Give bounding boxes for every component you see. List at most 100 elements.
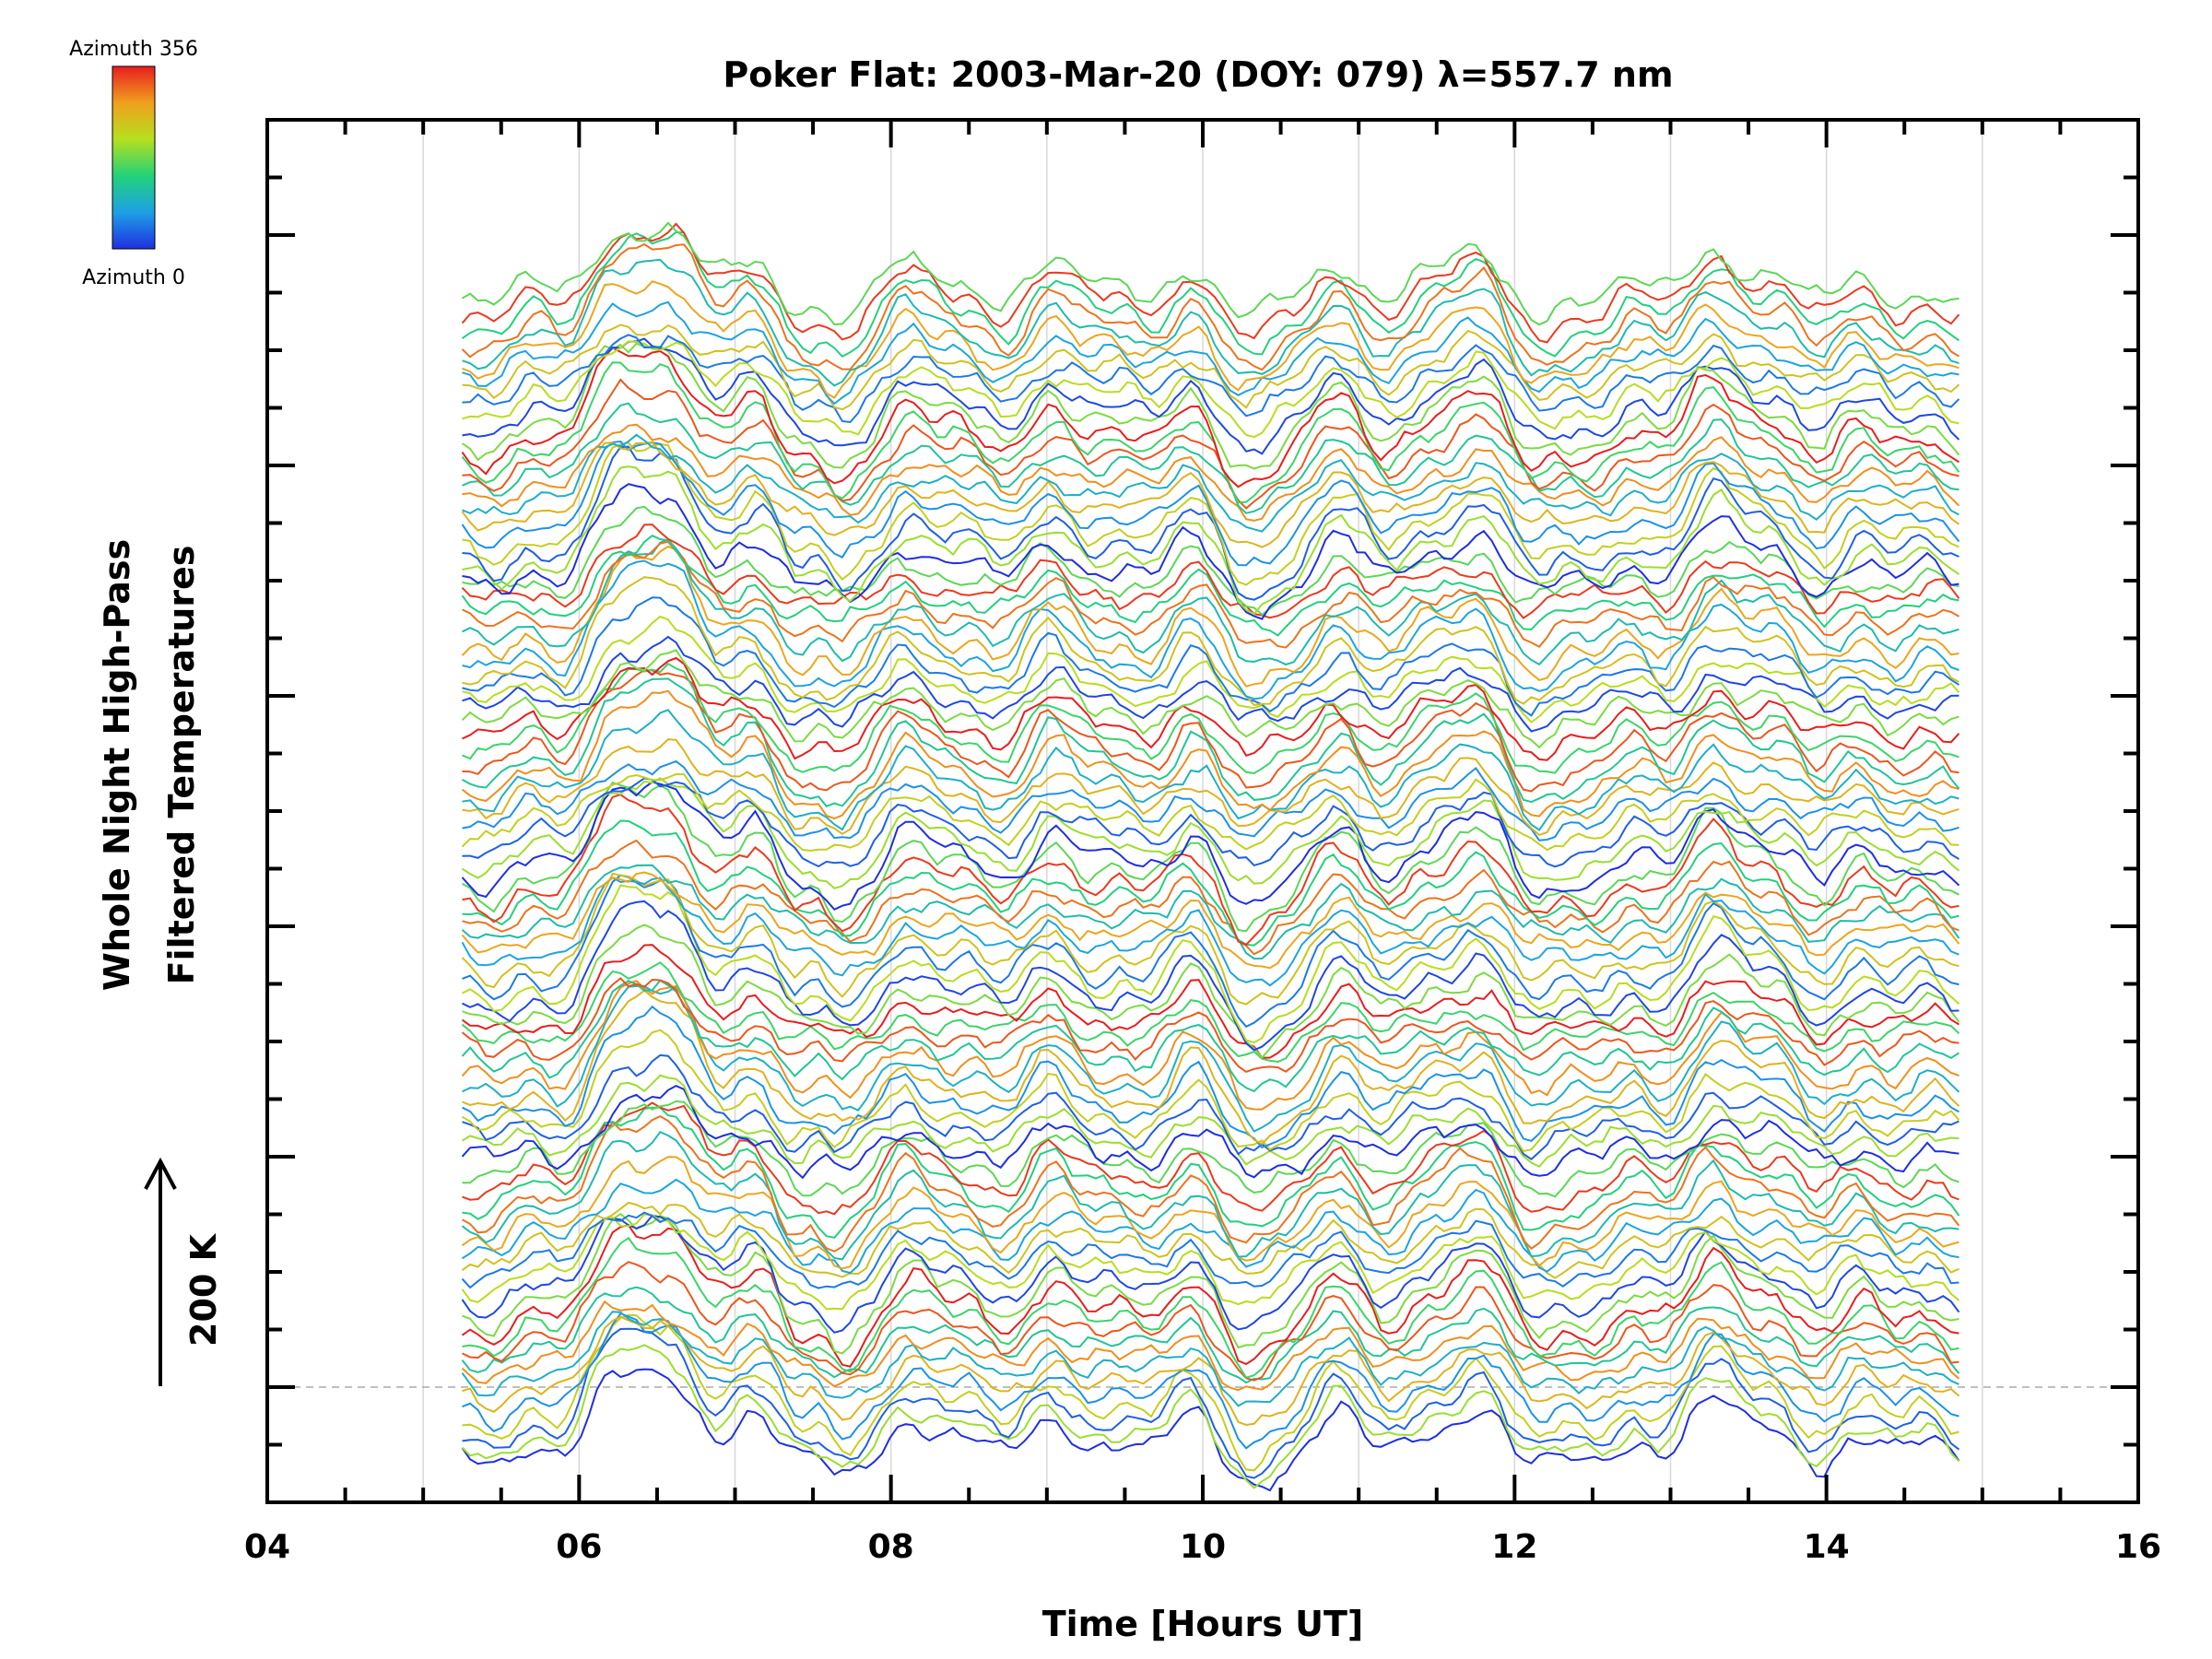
- series-line: [461, 222, 1960, 344]
- x-ticks: 04 06 08 10 12 14 16: [244, 120, 2161, 1566]
- series-line: [461, 1201, 1959, 1279]
- series-line: [461, 1156, 1959, 1270]
- series-line: [461, 977, 1959, 1074]
- scale-arrow-icon: [144, 1157, 177, 1386]
- series-line: [461, 1074, 1959, 1169]
- series-line: [461, 877, 1959, 987]
- series-line: [462, 662, 1959, 775]
- x-tick-label: 06: [556, 1528, 602, 1566]
- series-line: [461, 347, 1960, 488]
- series-line: [462, 402, 1959, 514]
- series-line: [462, 423, 1960, 522]
- series-line: [462, 635, 1959, 733]
- x-tick-label: 16: [2115, 1528, 2161, 1566]
- series-line: [461, 1130, 1959, 1261]
- series-line: [461, 871, 1960, 970]
- series-line: [462, 596, 1960, 717]
- series-line: [462, 989, 1960, 1146]
- series-line: [462, 538, 1959, 666]
- series-line: [462, 777, 1960, 868]
- series-line: [461, 1311, 1959, 1407]
- series-line: [461, 545, 1959, 688]
- series-line: [462, 1312, 1959, 1450]
- series-line: [462, 280, 1959, 399]
- y-axis-label-line2: Filtered Temperatures: [161, 546, 202, 985]
- series-line: [461, 1029, 1960, 1153]
- series-line: [462, 559, 1959, 700]
- series-line: [462, 1106, 1960, 1239]
- series-line: [462, 884, 1960, 1044]
- y-ticks: [267, 118, 2138, 1504]
- series-line: [462, 656, 1960, 761]
- series-line: [462, 709, 1959, 831]
- series-line: [462, 540, 1960, 649]
- series-line: [462, 465, 1960, 616]
- series-line: [461, 649, 1959, 749]
- series-line: [461, 944, 1960, 1059]
- series-line: [461, 342, 1960, 470]
- series-line: [461, 361, 1960, 504]
- series-line: [461, 979, 1960, 1093]
- series-line: [462, 334, 1960, 424]
- series-line: [461, 689, 1959, 820]
- series-line: [462, 576, 1959, 706]
- series-line: [462, 433, 1959, 533]
- series-line: [462, 794, 1959, 947]
- series-line: [461, 1300, 1960, 1392]
- series-line: [461, 1084, 1959, 1180]
- series-line: [461, 772, 1959, 853]
- x-tick-label: 08: [868, 1528, 914, 1566]
- series-line: [461, 1344, 1960, 1489]
- series-line: [461, 1286, 1960, 1384]
- colorbar-top-label: Azimuth 356: [69, 38, 198, 61]
- series-line: [462, 221, 1959, 326]
- series-line: [461, 961, 1960, 1064]
- series-line: [462, 337, 1960, 455]
- series-line: [462, 738, 1959, 837]
- series-line: [462, 1236, 1959, 1379]
- series-line: [462, 1100, 1959, 1198]
- series-line: [462, 677, 1960, 807]
- series-line: [461, 1211, 1959, 1289]
- series-line: [462, 441, 1959, 586]
- series-line: [461, 777, 1960, 889]
- series-line: [462, 782, 1959, 933]
- series-line: [462, 1053, 1959, 1160]
- series-line: [462, 1101, 1959, 1216]
- series-line: [462, 615, 1960, 724]
- series-line: [462, 300, 1959, 406]
- series-group: [461, 221, 1960, 1492]
- series-line: [462, 1327, 1960, 1479]
- series-line: [462, 258, 1959, 387]
- x-tick-label: 04: [244, 1528, 290, 1566]
- series-line: [461, 524, 1960, 619]
- series-line: [461, 781, 1960, 912]
- series-line: [462, 505, 1959, 617]
- chart-title: Poker Flat: 2003-Mar-20 (DOY: 079) λ=557…: [723, 54, 1673, 95]
- scale-bar-label: 200 K: [183, 1232, 224, 1347]
- series-line: [462, 445, 1959, 601]
- colorbar: [112, 65, 156, 250]
- series-line: [461, 864, 1960, 960]
- series-line: [461, 1224, 1959, 1368]
- series-line: [462, 924, 1960, 1060]
- colorbar-bottom-label: Azimuth 0: [82, 266, 185, 289]
- series-line: [461, 979, 1959, 1111]
- series-line: [461, 535, 1959, 637]
- series-line: [462, 324, 1960, 411]
- series-line: [461, 230, 1960, 359]
- series-line: [462, 1005, 1959, 1149]
- series-line: [461, 441, 1960, 548]
- x-tick-label: 12: [1491, 1528, 1537, 1566]
- y-axis-label-line1: Whole Night High-Pass: [97, 539, 137, 991]
- series-line: [462, 1315, 1960, 1427]
- series-line: [462, 1261, 1959, 1382]
- series-line: [462, 819, 1959, 947]
- x-axis-label: Time [Hours UT]: [1042, 1604, 1364, 1644]
- x-tick-label: 10: [1180, 1528, 1226, 1566]
- series-line: [462, 669, 1959, 793]
- series-line: [462, 1313, 1959, 1472]
- series-line: [461, 440, 1960, 567]
- series-line: [462, 984, 1960, 1133]
